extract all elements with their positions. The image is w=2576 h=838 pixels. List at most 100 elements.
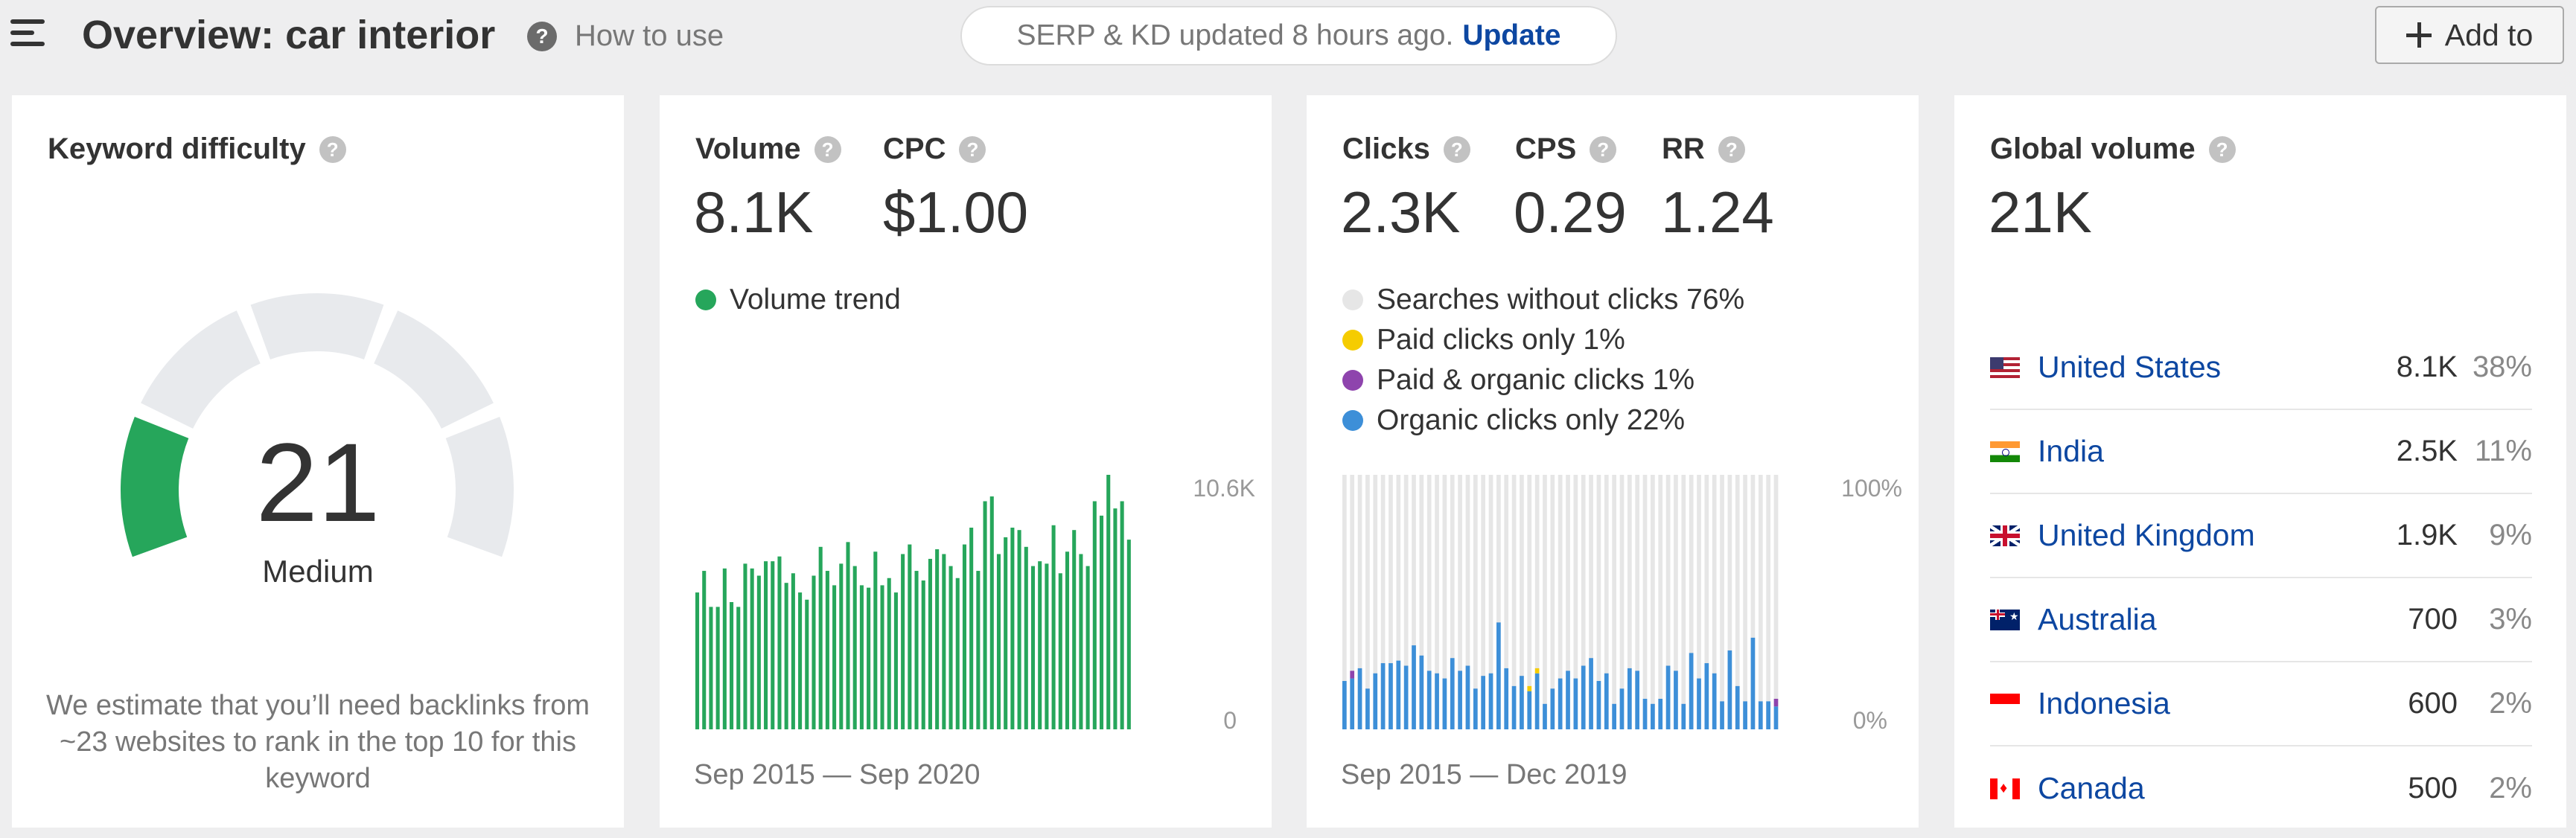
organic-clicks-bar xyxy=(1419,655,1424,729)
kd-label: Keyword difficulty xyxy=(48,132,306,165)
australia-flag-icon xyxy=(1990,609,2020,630)
no-clicks-bar xyxy=(1403,475,1409,729)
country-link[interactable]: United States xyxy=(2038,350,2222,384)
legend-item-paid: Paid clicks only 1% xyxy=(1342,320,1744,360)
volume-bar xyxy=(730,602,734,729)
rr-help-icon[interactable]: ? xyxy=(1718,135,1745,163)
volume-bar xyxy=(942,554,946,729)
india-flag-icon xyxy=(1990,441,2020,462)
kd-help-icon[interactable]: ? xyxy=(319,135,346,163)
how-to-use-link[interactable]: ? How to use xyxy=(527,19,724,53)
global-volume-help-icon[interactable]: ? xyxy=(2208,135,2236,163)
organic-clicks-bar xyxy=(1704,663,1709,729)
volume-bar xyxy=(846,542,850,729)
organic-clicks-bar xyxy=(1674,671,1678,729)
volume-bar xyxy=(1099,515,1104,729)
volume-bar xyxy=(715,607,720,729)
legend-label: Organic clicks only 22% xyxy=(1377,404,1685,436)
volume-bar xyxy=(709,607,713,729)
no-clicks-bar xyxy=(1604,475,1609,729)
organic-clicks-bar xyxy=(1442,678,1447,729)
organic-clicks-bar xyxy=(1550,688,1555,729)
organic-clicks-bar xyxy=(1681,703,1686,729)
hamburger-menu-icon[interactable] xyxy=(10,19,45,46)
volume-bar xyxy=(722,568,727,729)
no-clicks-bar xyxy=(1473,475,1478,729)
no-clicks-bar xyxy=(1627,475,1632,729)
country-percent: 3% xyxy=(2489,603,2532,636)
clicks-legend: Searches without clicks 76% Paid clicks … xyxy=(1342,280,1744,441)
country-link[interactable]: United Kingdom xyxy=(2038,518,2255,552)
add-to-button[interactable]: Add to xyxy=(2375,6,2564,64)
clicks-help-icon[interactable]: ? xyxy=(1443,135,1470,163)
volume-bar xyxy=(818,546,823,729)
organic-clicks-bar xyxy=(1689,653,1694,729)
volume-bar xyxy=(756,575,761,729)
volume-bar xyxy=(852,566,857,729)
volume-bar xyxy=(873,551,878,729)
volume-card: Volume ? CPC ? 8.1K $1.00 Volume trend 1… xyxy=(660,95,1272,828)
volume-bar xyxy=(935,549,940,729)
legend-dot xyxy=(1342,290,1363,310)
clicks-date-range: Sep 2015 — Dec 2019 xyxy=(1341,759,1627,790)
legend-dot xyxy=(695,290,716,310)
gauge-fill xyxy=(121,416,189,557)
how-to-use-label: How to use xyxy=(575,19,724,52)
no-clicks-bar xyxy=(1380,475,1386,729)
gauge-segment xyxy=(141,310,261,429)
volume-bar xyxy=(777,556,782,729)
volume-bar xyxy=(1085,566,1090,729)
cps-value: 0.29 xyxy=(1514,179,1627,245)
uk-flag-icon xyxy=(1990,525,2020,546)
add-to-label: Add to xyxy=(2444,17,2534,52)
volume-bar xyxy=(798,592,803,729)
organic-clicks-bar xyxy=(1612,703,1616,729)
volume-bar xyxy=(859,585,864,729)
no-clicks-bar xyxy=(1419,475,1424,729)
no-clicks-bar xyxy=(1488,475,1493,729)
no-clicks-bar xyxy=(1465,475,1470,729)
legend-item: Volume trend xyxy=(695,280,901,320)
organic-clicks-bar xyxy=(1727,650,1732,729)
volume-bar xyxy=(887,578,891,729)
organic-clicks-bar xyxy=(1342,681,1347,729)
cps-help-icon[interactable]: ? xyxy=(1590,135,1617,163)
organic-clicks-bar xyxy=(1426,671,1432,729)
legend-item-organic: Organic clicks only 22% xyxy=(1342,400,1744,441)
organic-clicks-bar xyxy=(1488,673,1493,729)
legend-dot xyxy=(1342,330,1363,351)
organic-clicks-bar xyxy=(1496,622,1501,729)
cpc-help-icon[interactable]: ? xyxy=(959,135,986,163)
paid-organic-clicks-bar xyxy=(1773,698,1779,707)
volume-bar xyxy=(955,578,960,729)
organic-clicks-bar xyxy=(1589,658,1593,729)
cpc-label: CPC xyxy=(883,132,946,165)
volume-bar xyxy=(928,558,932,729)
no-clicks-bar xyxy=(1619,475,1625,729)
no-clicks-bar xyxy=(1573,475,1578,729)
no-clicks-bar xyxy=(1674,475,1678,729)
volume-y-min-label: 0 xyxy=(1223,707,1237,734)
country-link[interactable]: Australia xyxy=(2038,602,2157,636)
country-link[interactable]: Indonesia xyxy=(2038,686,2170,720)
cpc-heading: CPC ? xyxy=(883,132,986,166)
organic-clicks-bar xyxy=(1642,698,1648,729)
country-link[interactable]: India xyxy=(2038,434,2104,468)
organic-clicks-bar xyxy=(1658,698,1663,729)
volume-help-icon[interactable]: ? xyxy=(814,135,841,163)
serp-update-link[interactable]: Update xyxy=(1462,19,1561,51)
country-volume: 700 xyxy=(2408,603,2458,636)
no-clicks-bar xyxy=(1342,475,1347,729)
country-row: Canada 500 2% xyxy=(1990,746,2532,831)
volume-value: 8.1K xyxy=(694,179,814,245)
country-link[interactable]: Canada xyxy=(2038,771,2145,805)
no-clicks-bar xyxy=(1704,475,1709,729)
no-clicks-bar xyxy=(1350,475,1355,729)
volume-bar xyxy=(1120,501,1124,729)
organic-clicks-bar xyxy=(1558,678,1563,729)
clicks-card: Clicks ? CPS ? RR ? 2.3K 0.29 1.24 Searc… xyxy=(1307,95,1919,828)
indonesia-flag-icon xyxy=(1990,693,2020,714)
kd-heading: Keyword difficulty ? xyxy=(48,132,346,166)
volume-bar xyxy=(743,563,747,729)
country-percent: 11% xyxy=(2474,435,2532,467)
